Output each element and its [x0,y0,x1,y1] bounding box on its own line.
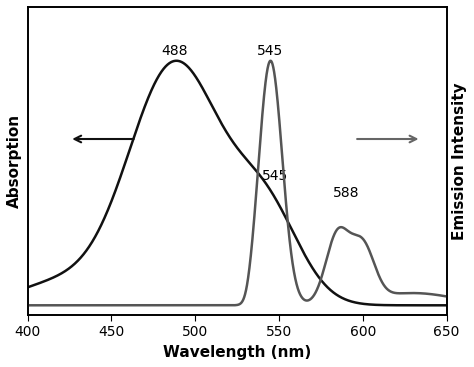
Text: 545: 545 [257,44,283,58]
Y-axis label: Absorption: Absorption [7,114,22,208]
Text: 588: 588 [333,186,359,200]
Y-axis label: Emission Intensity: Emission Intensity [452,82,467,240]
Text: 488: 488 [162,44,188,58]
X-axis label: Wavelength (nm): Wavelength (nm) [163,345,311,360]
Text: 545: 545 [263,169,289,183]
